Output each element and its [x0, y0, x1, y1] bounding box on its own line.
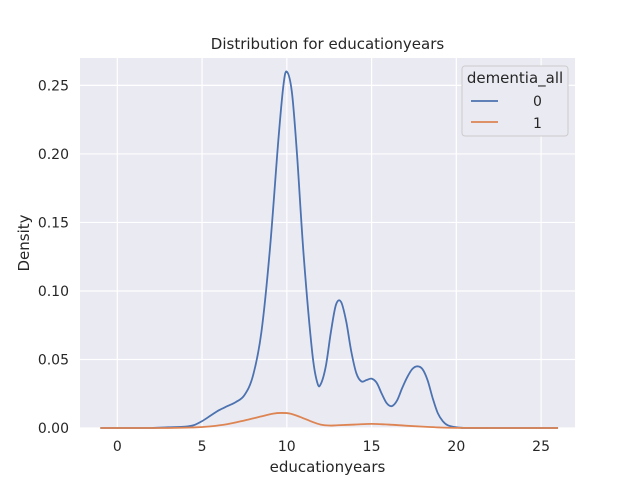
- gridlines: [80, 58, 575, 429]
- x-tick-labels: 0 5 10 15 20 25: [113, 439, 550, 455]
- x-tick-label: 25: [532, 439, 550, 455]
- x-tick-label: 0: [113, 439, 122, 455]
- y-axis-label: Density: [15, 214, 33, 271]
- y-tick-label: 0.25: [38, 78, 69, 94]
- series-layer: [100, 70, 559, 429]
- y-tick-labels: 0.00 0.05 0.10 0.15 0.20 0.25: [38, 78, 69, 437]
- legend-box: [461, 65, 569, 137]
- y-tick-label: 0.05: [38, 352, 69, 368]
- legend-label-0: 0: [533, 94, 542, 110]
- x-tick-label: 20: [447, 439, 465, 455]
- y-tick-label: 0.20: [38, 147, 69, 163]
- chart-title: Distribution for educationyears: [211, 35, 445, 53]
- legend-title: dementia_all: [467, 69, 563, 88]
- series-line-1: [100, 412, 559, 429]
- y-tick-label: 0.15: [38, 215, 69, 231]
- x-tick-label: 5: [198, 439, 207, 455]
- x-tick-label: 10: [278, 439, 296, 455]
- y-tick-label: 0.00: [38, 421, 69, 437]
- y-tick-label: 0.10: [38, 284, 69, 300]
- x-tick-label: 15: [363, 439, 381, 455]
- x-axis-label: educationyears: [270, 458, 386, 476]
- series-line-0: [100, 70, 559, 429]
- legend-label-1: 1: [533, 116, 542, 132]
- legend: dementia_all 0 1: [461, 65, 569, 137]
